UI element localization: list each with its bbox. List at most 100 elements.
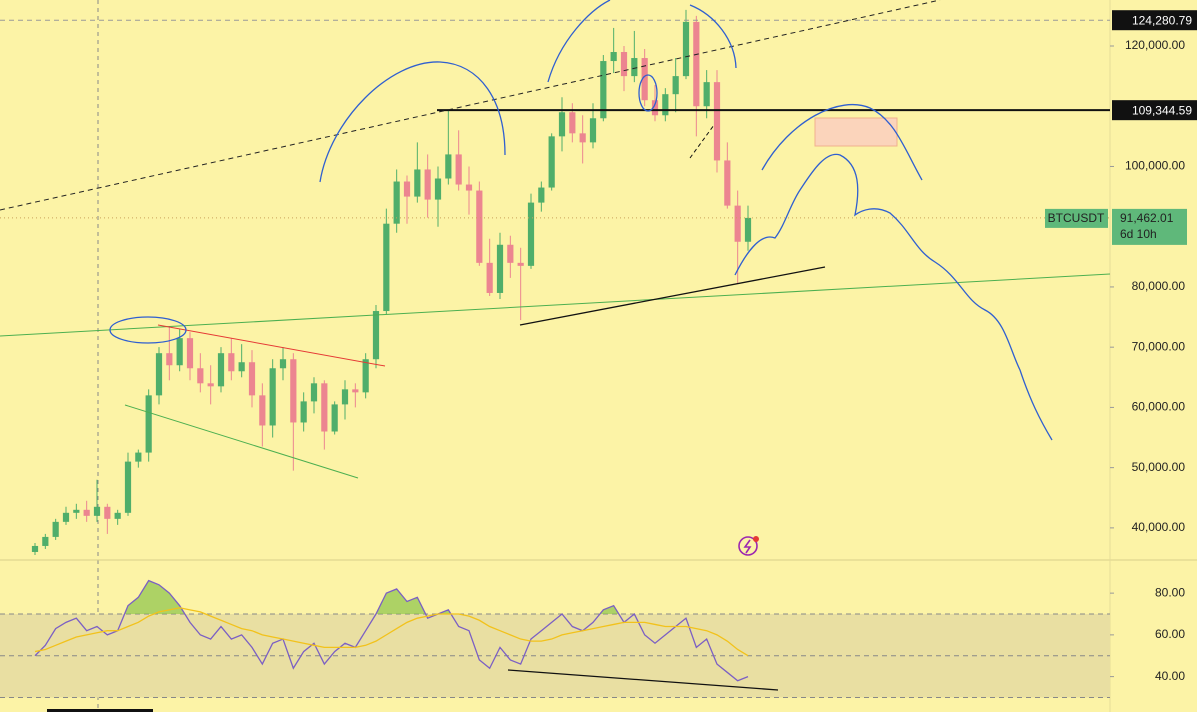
- candle-body: [269, 368, 276, 426]
- candle-body: [662, 94, 669, 116]
- y-tick-label: 40,000.00: [1132, 520, 1186, 534]
- price-tag-label: 124,280.79: [1132, 13, 1192, 27]
- sketch: [109, 316, 187, 344]
- sketch: [638, 74, 658, 112]
- alert-dot: [753, 536, 759, 542]
- symbol-tag: [1045, 208, 1108, 228]
- alert-icon: [743, 539, 752, 554]
- candle-body: [124, 461, 132, 513]
- y-tick-label: 80,000.00: [1132, 279, 1186, 293]
- candle-body: [496, 244, 504, 293]
- candle-body: [31, 545, 39, 552]
- candle-body: [610, 52, 617, 62]
- candle-body: [589, 118, 597, 143]
- candle-body: [424, 169, 431, 200]
- candle-body: [145, 395, 152, 453]
- symbol-tag-label: BTCUSDT: [1048, 211, 1105, 225]
- candle-body: [310, 383, 318, 402]
- candle-body: [93, 506, 101, 516]
- y-tick-label: 120,000.00: [1125, 38, 1185, 52]
- price-tag: [1112, 100, 1197, 121]
- last-price-tag: [1112, 208, 1187, 245]
- candle-body: [744, 217, 752, 242]
- candle-body: [135, 452, 142, 462]
- candle-body: [372, 311, 380, 360]
- rsi-line: [34, 579, 749, 682]
- candle-body: [558, 112, 566, 137]
- candle-body: [352, 389, 359, 393]
- zone: [814, 117, 898, 147]
- price-tag: [1112, 10, 1197, 31]
- candle-body: [486, 262, 493, 293]
- candle-body: [403, 181, 411, 197]
- sketch: [547, 0, 611, 83]
- candle-body: [176, 338, 183, 366]
- y-tick-label: 80.00: [1155, 585, 1185, 599]
- candle-body: [300, 401, 307, 423]
- trend-line: [0, 273, 1111, 337]
- candle-body: [579, 133, 586, 143]
- candle-body: [569, 112, 576, 134]
- candle-body: [73, 509, 80, 513]
- candle-body: [672, 76, 679, 95]
- candle-body: [259, 395, 266, 426]
- y-tick-label: 70,000.00: [1132, 339, 1186, 353]
- candle-body: [682, 21, 690, 77]
- candle-body: [279, 359, 287, 369]
- candle-body: [507, 244, 514, 263]
- candle-body: [238, 362, 245, 372]
- candle-body: [186, 338, 194, 369]
- candle-body: [197, 368, 204, 384]
- trend-line: [519, 266, 826, 326]
- sketch: [689, 4, 737, 69]
- trend-line: [124, 404, 359, 479]
- y-tick-label: 40.00: [1155, 669, 1185, 683]
- last-price-label: 91,462.01: [1120, 211, 1174, 225]
- candle-body: [383, 223, 390, 312]
- candle-body: [703, 82, 710, 107]
- candle-body: [600, 61, 607, 119]
- candle-body: [641, 58, 648, 101]
- candle-body: [362, 359, 369, 393]
- alert-icon[interactable]: [738, 536, 758, 556]
- candle-body: [517, 262, 524, 266]
- candle-body: [104, 506, 111, 519]
- candle-body: [445, 154, 452, 179]
- scrollbar: [47, 709, 153, 712]
- candle-body: [734, 205, 741, 242]
- drawings: [0, 0, 1111, 712]
- candle-body: [62, 512, 70, 522]
- candle-body: [651, 100, 659, 116]
- candle-body: [83, 509, 90, 516]
- rsi-line: [34, 607, 749, 657]
- candle-body: [476, 190, 483, 263]
- candle-body: [620, 52, 628, 77]
- candle-body: [217, 353, 225, 387]
- countdown: 6d 10h: [1120, 227, 1157, 241]
- candle-body: [228, 353, 235, 372]
- candle-body: [321, 383, 328, 432]
- candle-body: [724, 160, 731, 206]
- trend-line: [157, 324, 386, 367]
- overbought-fill: [124, 580, 619, 615]
- candle-body: [114, 512, 121, 519]
- candle-body: [693, 21, 700, 107]
- candle-body: [414, 169, 421, 197]
- candle-body: [52, 521, 59, 537]
- candle-body: [155, 353, 163, 396]
- y-tick-label: 60.00: [1155, 627, 1185, 641]
- y-tick-label: 50,000.00: [1132, 460, 1186, 474]
- candle-body: [166, 353, 173, 366]
- trend-line: [0, 0, 941, 211]
- candle-body: [527, 202, 535, 266]
- candle-body: [42, 536, 49, 546]
- candle-body: [538, 187, 545, 203]
- trend-line: [507, 669, 779, 691]
- candle-body: [248, 362, 256, 396]
- candle-body: [290, 359, 297, 423]
- candle-body: [434, 178, 442, 200]
- candle-body: [465, 184, 473, 191]
- candle-body: [455, 154, 462, 185]
